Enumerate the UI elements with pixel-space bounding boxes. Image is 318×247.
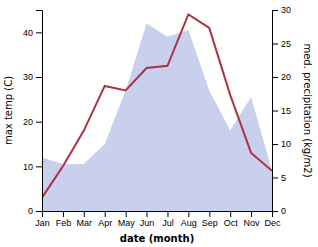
- y2-axis-title: med. precipitation (kg/m2): [302, 43, 313, 177]
- x-tick-label: Jul: [162, 218, 174, 228]
- y-tick: 0: [28, 206, 42, 216]
- x-tick-mark: [126, 211, 127, 217]
- x-tick-label: Mar: [77, 218, 93, 228]
- chart-container: JanFebMarAprMayJunJulAugSepOctNovDec0102…: [0, 0, 318, 247]
- y2-tick: 30: [272, 5, 291, 15]
- y-tick-mark: [36, 166, 42, 167]
- x-tick-mark: [209, 211, 210, 217]
- y-tick-mark: [36, 77, 42, 78]
- x-axis-title: date (month): [120, 233, 194, 244]
- y2-tick-label: 25: [281, 39, 291, 49]
- y2-tick-label: 0: [281, 206, 286, 216]
- y2-tick-mark: [272, 77, 278, 78]
- y2-tick-mark: [272, 111, 278, 112]
- y-tick-label: 20: [23, 117, 33, 127]
- y2-axis-line: [273, 11, 279, 212]
- x-axis: Jan Feb Mar Apr May Jun Jul Aug Sep Oct NovDec: [35, 211, 281, 228]
- x-tick-mark: [188, 211, 189, 217]
- y2-tick-label: 10: [281, 139, 291, 149]
- y-tick-label: 40: [23, 28, 33, 38]
- x-tick: Aug: [181, 211, 197, 228]
- y-tick: 30: [23, 72, 42, 82]
- x-tick-mark: [230, 211, 231, 217]
- y2-tick: 20: [272, 72, 291, 82]
- x-tick-mark: [251, 211, 252, 217]
- x-tick-label: Apr: [98, 218, 112, 228]
- plot: JanFebMarAprMayJunJulAugSepOctNovDec0102…: [3, 5, 313, 244]
- y2-tick-label: 30: [281, 5, 291, 15]
- line: [42, 14, 272, 197]
- y-tick-mark: [36, 211, 42, 212]
- x-tick-mark: [105, 211, 106, 217]
- x-tick-label: Jan: [35, 218, 50, 228]
- y2-tick-mark: [272, 10, 278, 11]
- x-tick-label: Sep: [202, 218, 218, 228]
- x-tick-mark: [84, 211, 85, 217]
- x-tick: Jun: [140, 211, 155, 228]
- y-tick: 10: [23, 162, 42, 172]
- y2-tick-label: 5: [281, 173, 286, 183]
- y2-tick-mark: [272, 178, 278, 179]
- x-tick: Nov: [244, 211, 261, 228]
- x-tick-label: Oct: [224, 218, 239, 228]
- y2-tick-mark: [272, 211, 278, 212]
- x-tick: Mar: [77, 211, 93, 228]
- x-tick: Apr: [98, 211, 112, 228]
- x-tick: Feb: [56, 211, 72, 228]
- x-tick-label: May: [118, 218, 136, 228]
- y2-tick: 5: [272, 173, 286, 183]
- x-tick: Dec: [264, 211, 281, 228]
- x-tick-label: Aug: [181, 218, 197, 228]
- y-tick: 20: [23, 117, 42, 127]
- y2-tick: 25: [272, 39, 291, 49]
- x-tick-label: Jun: [140, 218, 155, 228]
- y-tick-mark: [36, 32, 42, 33]
- y2-tick: 15: [272, 106, 291, 116]
- y2-tick-label: 15: [281, 106, 291, 116]
- y-tick: 40: [23, 28, 42, 38]
- x-tick-mark: [147, 211, 148, 217]
- x-tick-label: Dec: [264, 218, 281, 228]
- x-tick: Jul: [162, 211, 174, 228]
- x-tick-label: Nov: [244, 218, 261, 228]
- y-tick-label: 0: [28, 206, 33, 216]
- y-tick-mark: [36, 122, 42, 123]
- x-tick: May: [118, 211, 136, 228]
- x-tick: Oct: [224, 211, 239, 228]
- y-tick-label: 10: [23, 162, 33, 172]
- x-axis-line: [43, 212, 273, 218]
- x-tick-mark: [63, 211, 64, 217]
- y-axis-title: max temp (C): [3, 76, 14, 145]
- x-tick-label: Feb: [56, 218, 72, 228]
- x-tick: Jan: [35, 211, 50, 228]
- y2-tick-label: 20: [281, 72, 291, 82]
- y-axis-line: [36, 11, 43, 212]
- y-tick-label: 30: [23, 72, 33, 82]
- y2-tick-mark: [272, 144, 278, 145]
- y2-tick-mark: [272, 44, 278, 45]
- x-tick: Sep: [202, 211, 218, 228]
- y2-tick: 0: [272, 206, 286, 216]
- y2-axis: 0 5 10 15 20 25 30: [272, 5, 291, 216]
- marks: [42, 14, 272, 211]
- y-axis: 0 10 20 30 40: [23, 11, 43, 217]
- x-tick-mark: [167, 211, 168, 217]
- y2-tick: 10: [272, 139, 291, 149]
- chart: JanFebMarAprMayJunJulAugSepOctNovDec0102…: [0, 0, 318, 247]
